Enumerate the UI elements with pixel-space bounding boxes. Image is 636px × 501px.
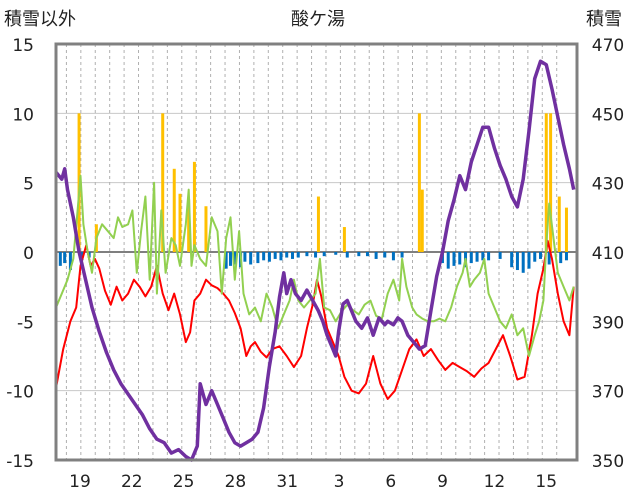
snow-change-bar (296, 252, 300, 258)
precip-bar (316, 196, 320, 252)
x-tick-label: 3 (334, 472, 345, 492)
snow-change-bar (68, 252, 72, 271)
snow-change-bar (345, 252, 349, 258)
x-tick-label: 19 (69, 472, 91, 492)
snow-change-bar (400, 252, 404, 258)
snow-change-bar (458, 252, 462, 265)
chart-title: 酸ケ湯 (291, 9, 345, 30)
snow-change-bar (452, 252, 456, 266)
series-line (55, 174, 575, 357)
y-left-tick-label: -15 (6, 452, 34, 472)
snow-change-bar (267, 252, 271, 262)
snow-change-bar (481, 252, 485, 261)
snow-change-bar (487, 252, 491, 261)
precip-bar (192, 161, 196, 252)
snow-change-bar (469, 252, 473, 264)
x-tick-label: 15 (535, 472, 557, 492)
snow-change-bar (533, 252, 537, 262)
y-left-tick-label: 0 (23, 244, 34, 264)
snow-change-bar (510, 252, 514, 268)
y-right-tick-label: 430 (592, 175, 624, 195)
snow-change-bar (515, 252, 519, 271)
snow-change-bar (446, 252, 450, 269)
precip-bar (187, 199, 191, 252)
y-right-tick-label: 470 (592, 36, 624, 56)
precip-bar (172, 168, 176, 252)
snow-change-bar (305, 252, 309, 257)
snow-change-bar (233, 252, 237, 265)
snow-change-bar (290, 252, 294, 259)
snow-change-bar (498, 252, 502, 259)
snow-change-bar (547, 252, 551, 265)
y-right-tick-label: 370 (592, 383, 624, 403)
right-axis-label: 積雪 (586, 9, 622, 30)
x-tick-label: 31 (276, 472, 298, 492)
precip-bar (342, 227, 346, 252)
y-right-tick-label: 450 (592, 105, 624, 125)
snow-change-bar (357, 252, 361, 257)
snow-change-bar (334, 252, 338, 255)
precip-bar (204, 206, 208, 252)
snow-change-bar (58, 252, 62, 266)
snow-change-bar (63, 252, 67, 264)
snow-change-bar (249, 252, 253, 265)
snow-change-bar (322, 252, 326, 257)
snow-change-bar (527, 252, 531, 269)
y-right-tick-label: 390 (592, 313, 624, 333)
snow-change-bar (475, 252, 479, 262)
snow-change-bar (539, 252, 543, 259)
snow-change-bar (243, 252, 247, 262)
x-tick-label: 28 (225, 472, 247, 492)
x-tick-label: 12 (484, 472, 506, 492)
precip-bar (564, 207, 568, 252)
snow-change-bar (521, 252, 525, 273)
snow-change-bar (365, 252, 369, 257)
line-series (54, 59, 576, 462)
precip-bar (557, 196, 561, 252)
precip-bar (161, 113, 165, 252)
series-line (54, 59, 576, 462)
snow-change-bar (228, 252, 232, 266)
snow-change-bar (262, 252, 266, 261)
y-left-tick-label: 5 (23, 175, 34, 195)
y-left-tick-label: -10 (6, 383, 34, 403)
precip-bar (417, 113, 421, 252)
snow-change-bar (559, 252, 563, 264)
x-tick-label: 25 (173, 472, 195, 492)
x-tick-label: 9 (437, 472, 448, 492)
snow-change-bar (256, 252, 260, 264)
snow-change-bar (80, 252, 84, 261)
x-tick-label: 22 (121, 472, 143, 492)
snow-change-bar (383, 252, 387, 258)
snow-change-bar (564, 252, 568, 261)
tick-labels: -15 -10 -5 0 5 10 15 350 370 390 410 430 450 470 19 22 2… (6, 36, 624, 492)
series-line (55, 239, 575, 400)
snow-change-bar (224, 252, 228, 269)
precip-bar (549, 113, 553, 252)
precip-bar (420, 189, 424, 252)
snow-change-bar (279, 252, 283, 261)
precip-bar (544, 113, 548, 252)
y-left-tick-label: 15 (12, 36, 34, 56)
snow-change-bar (285, 252, 289, 258)
y-left-tick-label: 10 (12, 105, 34, 125)
left-axis-label: 積雪以外 (4, 9, 76, 30)
y-left-tick-label: -5 (17, 313, 34, 333)
plot-frame (54, 42, 579, 462)
snow-change-bar (273, 252, 277, 259)
snow-change-bar (374, 252, 378, 259)
x-tick-label: 6 (385, 472, 396, 492)
precip-bar (178, 193, 182, 252)
snow-change-bar (314, 252, 318, 258)
y-right-tick-label: 350 (592, 452, 624, 472)
snow-change-bar (391, 252, 395, 261)
y-right-tick-label: 410 (592, 244, 624, 264)
